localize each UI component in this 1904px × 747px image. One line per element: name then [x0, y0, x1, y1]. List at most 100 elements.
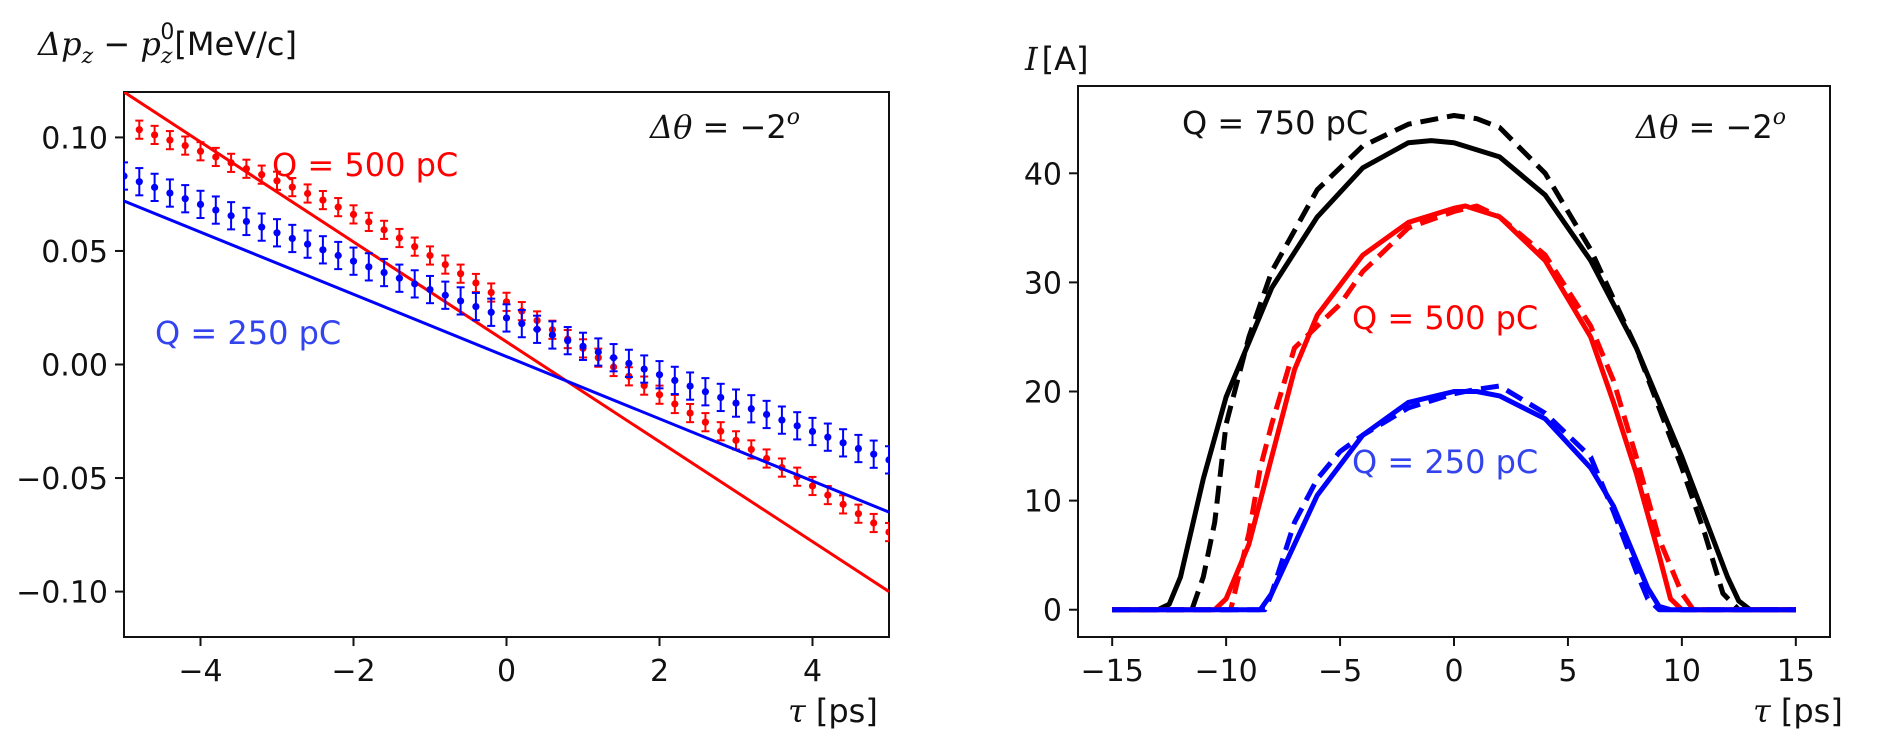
data-point-q250 — [487, 308, 495, 316]
right-label-500pc: Q = 500 pC — [1352, 299, 1538, 337]
data-point-q250 — [426, 285, 434, 294]
data-point-q250 — [533, 325, 541, 333]
x-tick-label: −2 — [331, 654, 375, 689]
data-point-q250 — [717, 393, 725, 402]
data-point-q500 — [380, 226, 388, 234]
right-label-250pc: Q = 250 pC — [1352, 443, 1538, 481]
data-point-q500 — [181, 141, 189, 150]
data-point-q500 — [334, 203, 342, 211]
data-point-q500 — [411, 243, 419, 251]
y-tick-label: 0 — [1043, 594, 1062, 629]
data-point-q250 — [854, 444, 863, 453]
data-point-q500 — [227, 159, 235, 167]
data-point-q250 — [334, 251, 342, 260]
y-tick-label: 0.00 — [41, 349, 108, 384]
data-point-q500 — [426, 251, 434, 260]
left-chart-panel: −4 −2 0 2 4 0.10 0.05 0.00 −0.05 −0.10 Δpz − pz0[… — [16, 20, 890, 730]
data-point-q500 — [839, 500, 847, 508]
right-y-axis-label: I [A] — [1024, 40, 1089, 78]
series-group — [124, 92, 889, 593]
y-tick-label: 10 — [1024, 485, 1062, 520]
data-point-q250 — [579, 342, 587, 350]
data-point-q500 — [671, 400, 679, 408]
data-point-q500 — [304, 189, 312, 198]
data-point-q500 — [242, 165, 250, 173]
data-point-q250 — [411, 280, 419, 288]
x-tick-label: −15 — [1081, 654, 1144, 689]
y-tick-label: 0.05 — [41, 235, 108, 270]
y-tick-label: −0.10 — [16, 576, 108, 611]
y-tick-label: 40 — [1024, 157, 1062, 192]
y-tick-label: 20 — [1024, 376, 1062, 411]
y-tick-label: 30 — [1024, 266, 1062, 301]
data-point-q500 — [319, 196, 327, 204]
right-data — [1112, 113, 1796, 613]
data-point-q250 — [380, 268, 388, 277]
data-point-q250 — [502, 314, 511, 322]
data-point-q500 — [441, 260, 449, 269]
data-point-q500 — [349, 210, 358, 218]
right-label-750pc: Q = 750 pC — [1182, 104, 1368, 142]
data-point-q250 — [181, 195, 189, 203]
left-data — [124, 92, 889, 593]
x-tick-label: 4 — [803, 654, 822, 689]
data-point-q250 — [441, 291, 449, 299]
fit-line-q250 — [124, 199, 889, 514]
x-tick-label: 0 — [497, 654, 516, 689]
right-x-axis-label: τ [ps] — [1753, 692, 1843, 730]
data-point-q250 — [151, 183, 159, 191]
data-point-q250 — [808, 427, 817, 436]
data-point-q250 — [304, 240, 312, 248]
data-point-q500 — [747, 445, 755, 454]
left-theta-annotation: Δθ = −2o — [648, 105, 800, 146]
data-point-q250 — [671, 376, 679, 384]
data-point-q250 — [655, 371, 664, 379]
data-point-q500 — [655, 391, 664, 399]
x-tick-label: −4 — [178, 654, 222, 689]
data-point-q250 — [870, 450, 878, 458]
solid-curve-q250 — [1112, 389, 1796, 613]
data-point-q500 — [640, 382, 648, 390]
data-point-q500 — [732, 436, 740, 444]
data-point-q250 — [518, 320, 526, 328]
data-point-q250 — [166, 189, 174, 197]
data-point-q250 — [824, 433, 832, 441]
left-label-250pc: Q = 250 pC — [155, 314, 341, 352]
data-point-q250 — [135, 178, 143, 186]
x-tick-label: 15 — [1777, 654, 1815, 689]
x-tick-label: 10 — [1663, 654, 1701, 689]
right-theta-annotation: Δθ = −2o — [1634, 105, 1786, 146]
x-tick-label: −10 — [1194, 654, 1257, 689]
x-tick-label: 5 — [1558, 654, 1577, 689]
dashed-curve-q500 — [1112, 203, 1796, 613]
x-tick-label: 2 — [650, 654, 669, 689]
data-point-q250 — [732, 399, 740, 407]
left-x-axis-label: τ [ps] — [788, 692, 878, 730]
right-tick-labels: −15 −10 −5 0 5 10 15 0 10 20 30 40 — [1024, 157, 1815, 689]
data-point-q250 — [594, 348, 602, 356]
data-point-q250 — [349, 257, 358, 265]
data-point-q250 — [124, 172, 128, 180]
data-point-q500 — [854, 510, 863, 518]
data-point-q500 — [135, 126, 143, 134]
data-point-q250 — [686, 382, 694, 390]
data-point-q500 — [258, 171, 266, 179]
x-tick-label: −5 — [1318, 654, 1362, 689]
data-point-q500 — [395, 234, 403, 242]
data-point-q500 — [717, 427, 725, 435]
right-ticks — [1069, 172, 1797, 646]
data-point-q500 — [885, 528, 889, 536]
data-point-q500 — [487, 288, 495, 297]
data-point-q250 — [778, 416, 786, 424]
data-point-q250 — [625, 359, 633, 367]
data-point-q250 — [701, 388, 710, 396]
left-ticks — [115, 136, 814, 646]
data-point-q250 — [288, 234, 296, 243]
data-point-q250 — [548, 331, 557, 339]
data-point-q500 — [365, 218, 373, 226]
data-point-q500 — [288, 183, 296, 191]
data-point-q500 — [151, 131, 159, 139]
left-tick-labels: −4 −2 0 2 4 0.10 0.05 0.00 −0.05 −0.10 — [16, 121, 822, 689]
data-point-q500 — [457, 270, 465, 278]
